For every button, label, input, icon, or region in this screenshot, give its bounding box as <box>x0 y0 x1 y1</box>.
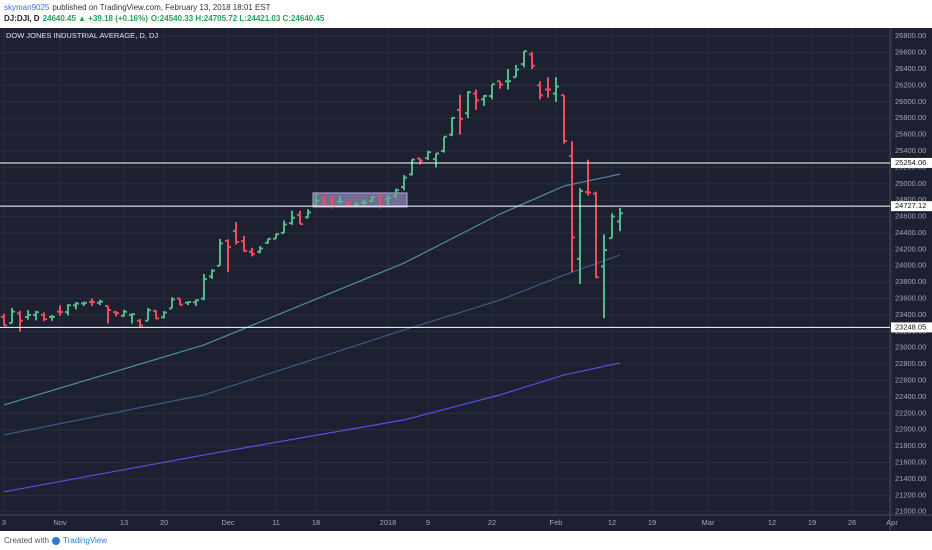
x-tick-label: 2018 <box>380 518 397 527</box>
published: published on TradingView.com, February 1… <box>52 3 270 12</box>
y-tick-label: 21400.00 <box>895 474 926 483</box>
level-label: 24727.12 <box>895 201 926 210</box>
x-tick-label: Apr <box>886 518 898 527</box>
y-tick-label: 24800.00 <box>895 195 926 204</box>
moving-average <box>3 254 621 436</box>
y-tick-label: 26000.00 <box>895 97 926 106</box>
y-tick-label: 25600.00 <box>895 130 926 139</box>
level-label-bg <box>891 157 932 168</box>
header-bg <box>0 0 932 28</box>
axes: 21000.00 21200.00 21400.00 21600.00 21800.00… <box>2 31 932 527</box>
level-label: 25254.06 <box>895 158 926 167</box>
level-label-bg <box>891 201 932 212</box>
y-tick-label: 26600.00 <box>895 48 926 57</box>
y-tick-label: 21800.00 <box>895 441 926 450</box>
x-tick-label: 22 <box>488 518 496 527</box>
symbol-line: DJ:DJI, D 24640.45 ▲ +39.18 (+0.16%) O:245… <box>4 14 325 23</box>
x-tick-label: 20 <box>160 518 168 527</box>
x-tick-label: 18 <box>312 518 320 527</box>
author[interactable]: skyman9025 <box>4 3 50 12</box>
level-label: 23248.05 <box>895 322 926 331</box>
symbol: DJ:DJI, D <box>4 14 40 23</box>
x-tick-label: 12 <box>608 518 616 527</box>
x-tick-label: 12 <box>768 518 776 527</box>
y-tick-label: 25800.00 <box>895 113 926 122</box>
grid <box>0 28 893 515</box>
zone <box>312 192 408 208</box>
header-line: skyman9025 published on TradingView.com, … <box>4 3 271 12</box>
y-tick-label: 26800.00 <box>895 31 926 40</box>
moving-average <box>3 173 621 406</box>
y-tick-label: 26200.00 <box>895 80 926 89</box>
x-tick-label: 26 <box>848 518 856 527</box>
level-label-bg <box>891 322 932 333</box>
x-tick-label: 19 <box>808 518 816 527</box>
y-tick-label: 24200.00 <box>895 244 926 253</box>
y-tick-label: 25400.00 <box>895 146 926 155</box>
chart-bg <box>0 28 932 531</box>
y-tick-label: 24600.00 <box>895 212 926 221</box>
y-tick-label: 24400.00 <box>895 228 926 237</box>
y-tick-label: 23800.00 <box>895 277 926 286</box>
logo <box>52 537 60 545</box>
ohlc: O:24540.33 H:24705.72 L:24421.03 C:24640… <box>151 14 325 23</box>
y-tick-label: 26400.00 <box>895 64 926 73</box>
y-tick-label: 21600.00 <box>895 458 926 467</box>
x-tick-label: 13 <box>120 518 128 527</box>
y-tick-label: 23600.00 <box>895 294 926 303</box>
x-tick-label: 19 <box>648 518 656 527</box>
y-tick-label: 22000.00 <box>895 425 926 434</box>
plot <box>0 50 890 493</box>
moving-average <box>3 362 621 493</box>
x-tick-label: Dec <box>221 518 235 527</box>
footer-created: Created with <box>4 536 49 545</box>
y-tick-label: 24000.00 <box>895 261 926 270</box>
change: 24640.45 ▲ +39.18 (+0.16%) <box>43 14 149 23</box>
chart-title: DOW JONES INDUSTRIAL AVERAGE, D, DJ <box>6 31 158 40</box>
x-tick-label: 11 <box>272 518 280 527</box>
x-tick-label: 9 <box>426 518 430 527</box>
y-tick-label: 25000.00 <box>895 179 926 188</box>
x-tick-label: Mar <box>702 518 715 527</box>
y-tick-label: 22200.00 <box>895 408 926 417</box>
y-tick-label: 21200.00 <box>895 490 926 499</box>
y-tick-label: 22400.00 <box>895 392 926 401</box>
y-tick-label: 22600.00 <box>895 376 926 385</box>
x-tick-label: Feb <box>550 518 563 527</box>
y-tick-label: 21000.00 <box>895 507 926 516</box>
x-tick-label: Nov <box>53 518 67 527</box>
footer-brand[interactable]: TradingView <box>63 536 107 545</box>
y-tick-label: 23400.00 <box>895 310 926 319</box>
y-tick-label: 22800.00 <box>895 359 926 368</box>
y-tick-label: 23000.00 <box>895 343 926 352</box>
x-tick-label: 3 <box>2 518 6 527</box>
footer-bg <box>0 531 932 550</box>
